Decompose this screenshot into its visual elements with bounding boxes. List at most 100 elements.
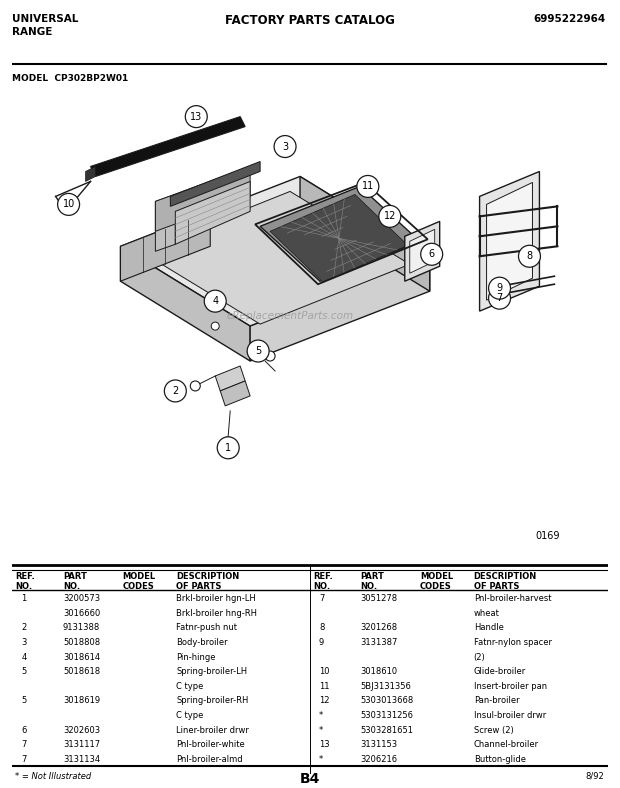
Polygon shape (480, 172, 539, 311)
Text: NO.: NO. (63, 582, 80, 591)
Polygon shape (175, 181, 250, 244)
Text: 8: 8 (526, 251, 533, 262)
Circle shape (190, 381, 200, 391)
Text: 5BJ3131356: 5BJ3131356 (361, 682, 412, 691)
Text: 3: 3 (282, 142, 288, 151)
Text: 5: 5 (255, 346, 261, 356)
Text: 5018618: 5018618 (63, 667, 100, 676)
Text: 7: 7 (497, 293, 503, 303)
Text: 3202603: 3202603 (63, 726, 100, 734)
Text: * = Not Illustrated: * = Not Illustrated (16, 771, 92, 781)
Polygon shape (487, 183, 533, 300)
Text: NO.: NO. (361, 582, 378, 591)
Polygon shape (215, 366, 245, 391)
Text: FACTORY PARTS CATALOG: FACTORY PARTS CATALOG (225, 14, 395, 28)
Text: DESCRIPTION: DESCRIPTION (474, 572, 537, 581)
Text: 0169: 0169 (535, 530, 559, 541)
Text: 12: 12 (384, 211, 396, 221)
Circle shape (164, 380, 186, 402)
Circle shape (265, 351, 275, 361)
Text: Pin-hinge: Pin-hinge (176, 652, 216, 662)
Text: 6995222964: 6995222964 (533, 14, 606, 24)
Text: 8: 8 (319, 623, 324, 633)
Text: Brkl-broiler hgn-LH: Brkl-broiler hgn-LH (176, 594, 256, 604)
Text: 5: 5 (21, 667, 27, 676)
Polygon shape (410, 229, 435, 273)
Text: B4: B4 (300, 771, 320, 786)
Text: Body-broiler: Body-broiler (176, 638, 228, 647)
Text: 3131153: 3131153 (361, 740, 397, 749)
Text: MODEL  CP302BP2W01: MODEL CP302BP2W01 (12, 74, 129, 83)
Text: Spring-broiler-RH: Spring-broiler-RH (176, 697, 249, 705)
Text: 4: 4 (212, 296, 218, 307)
Text: PART: PART (361, 572, 384, 581)
Text: REF.: REF. (313, 572, 333, 581)
Circle shape (185, 106, 207, 128)
Text: 10: 10 (63, 199, 75, 210)
Circle shape (379, 206, 401, 228)
Polygon shape (405, 221, 440, 281)
Text: 7: 7 (21, 755, 27, 764)
Text: Pnl-broiler-harvest: Pnl-broiler-harvest (474, 594, 551, 604)
Polygon shape (220, 381, 250, 406)
Text: OF PARTS: OF PARTS (474, 582, 519, 591)
Text: Handle: Handle (474, 623, 503, 633)
Text: 9131388: 9131388 (63, 623, 100, 633)
Text: 12: 12 (319, 697, 329, 705)
Text: *: * (319, 755, 323, 764)
Polygon shape (140, 191, 410, 324)
Text: eReplacementParts.com: eReplacementParts.com (226, 311, 353, 322)
Text: NO.: NO. (313, 582, 330, 591)
Text: Pnl-broiler-white: Pnl-broiler-white (176, 740, 245, 749)
Polygon shape (156, 195, 175, 251)
Circle shape (217, 437, 239, 459)
Text: 9: 9 (319, 638, 324, 647)
Text: Fatnr-push nut: Fatnr-push nut (176, 623, 237, 633)
Text: 3131117: 3131117 (63, 740, 100, 749)
Text: 5303013668: 5303013668 (361, 697, 414, 705)
Text: MODEL: MODEL (123, 572, 156, 581)
Text: PART: PART (63, 572, 87, 581)
Text: 3018614: 3018614 (63, 652, 100, 662)
Text: 5: 5 (21, 697, 27, 705)
Circle shape (489, 277, 510, 299)
Text: Insul-broiler drwr: Insul-broiler drwr (474, 711, 546, 720)
Text: 3131387: 3131387 (361, 638, 398, 647)
Text: 11: 11 (361, 181, 374, 191)
Circle shape (211, 322, 219, 330)
Text: 3018610: 3018610 (361, 667, 397, 676)
Polygon shape (91, 117, 245, 177)
Polygon shape (86, 166, 95, 181)
Text: 3206216: 3206216 (361, 755, 397, 764)
Text: *: * (319, 726, 323, 734)
Text: C type: C type (176, 682, 203, 691)
Circle shape (58, 193, 79, 215)
Polygon shape (260, 187, 420, 281)
Text: CODES: CODES (420, 582, 452, 591)
Text: 3018619: 3018619 (63, 697, 100, 705)
Text: Pan-broiler: Pan-broiler (474, 697, 520, 705)
Text: CODES: CODES (123, 582, 154, 591)
Text: 5303131256: 5303131256 (361, 711, 414, 720)
Text: 1: 1 (225, 443, 231, 453)
Text: wheat: wheat (474, 609, 500, 618)
Polygon shape (270, 195, 408, 282)
Text: Channel-broiler: Channel-broiler (474, 740, 539, 749)
Text: 13: 13 (319, 740, 330, 749)
Polygon shape (120, 247, 250, 361)
Text: 3: 3 (21, 638, 27, 647)
Text: (2): (2) (474, 652, 485, 662)
Polygon shape (120, 211, 210, 281)
Text: 2: 2 (172, 386, 179, 396)
Text: UNIVERSAL: UNIVERSAL (12, 14, 79, 24)
Polygon shape (300, 177, 430, 292)
Text: *: * (319, 711, 323, 720)
Circle shape (224, 437, 232, 444)
Text: Button-glide: Button-glide (474, 755, 526, 764)
Text: 5303281651: 5303281651 (361, 726, 414, 734)
Circle shape (247, 340, 269, 362)
Text: Fatnr-nylon spacer: Fatnr-nylon spacer (474, 638, 552, 647)
Text: Pnl-broiler-almd: Pnl-broiler-almd (176, 755, 242, 764)
Text: C type: C type (176, 711, 203, 720)
Circle shape (274, 136, 296, 158)
